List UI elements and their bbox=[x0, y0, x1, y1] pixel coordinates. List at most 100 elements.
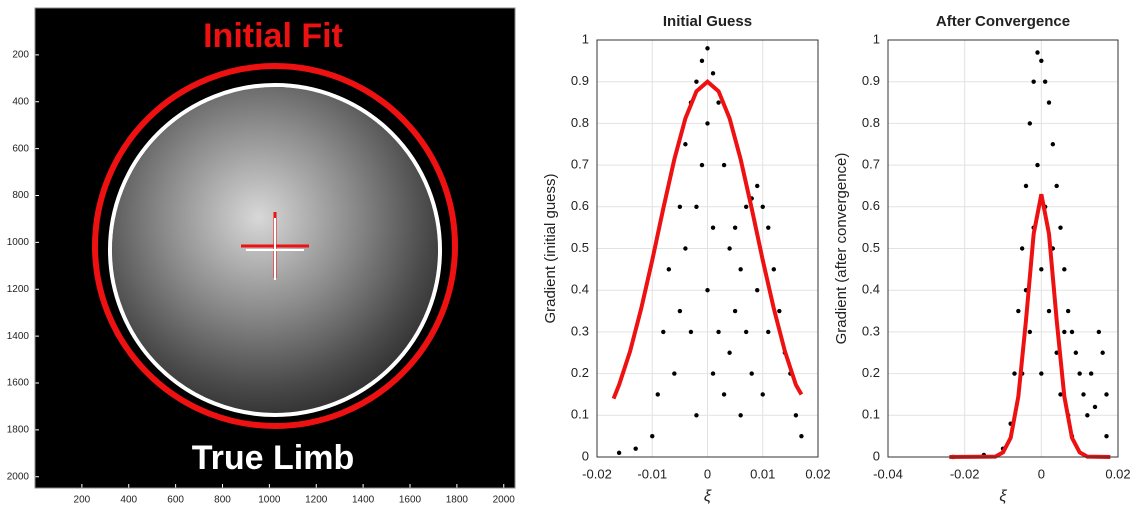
y-tick-label: 1800 bbox=[7, 425, 30, 436]
scatter-point bbox=[766, 329, 771, 335]
x-axis-label: ξ bbox=[704, 488, 712, 505]
y-tick-label: 1 bbox=[873, 31, 880, 46]
scatter-point bbox=[1012, 371, 1017, 376]
scatter-point bbox=[705, 46, 710, 51]
scatter-point bbox=[749, 371, 754, 376]
scatter-point bbox=[1088, 371, 1094, 376]
x-tick-label: -0.02 bbox=[950, 466, 980, 481]
scatter-point bbox=[1035, 50, 1040, 55]
y-axis-label: Gradient (initial guess) bbox=[542, 173, 559, 323]
x-tick-label: 2000 bbox=[493, 495, 516, 506]
true-limb-circle bbox=[108, 83, 442, 417]
x-tick-label: 0.01 bbox=[750, 466, 775, 481]
x-tick-label: 0 bbox=[704, 466, 711, 481]
y-tick-label: 0.4 bbox=[571, 282, 589, 297]
scatter-point bbox=[1054, 350, 1059, 355]
scatter-point bbox=[732, 308, 738, 314]
scatter-point bbox=[760, 204, 765, 209]
scatter-point bbox=[1046, 100, 1052, 105]
scatter-point bbox=[771, 267, 776, 272]
scatter-point bbox=[1104, 433, 1109, 439]
scatter-point bbox=[705, 121, 710, 126]
scatter-point bbox=[799, 433, 804, 439]
y-tick-label: 0.2 bbox=[862, 365, 880, 380]
scatter-point bbox=[793, 413, 799, 418]
x-tick-label: 600 bbox=[167, 495, 184, 506]
x-tick-label: 1600 bbox=[399, 495, 422, 506]
x-tick-label: -0.04 bbox=[873, 466, 903, 481]
y-tick-label: 0 bbox=[582, 448, 589, 463]
y-tick-label: 0.7 bbox=[571, 157, 589, 172]
scatter-point bbox=[743, 204, 749, 209]
image-panel: Initial Fit True Limb 200 400 600 800 1000 1200… bbox=[7, 7, 516, 506]
scatter-point bbox=[633, 446, 638, 451]
y-tick-label: 200 bbox=[12, 50, 29, 61]
x-tick-label: 200 bbox=[74, 495, 91, 506]
y-tick-label: 0.2 bbox=[571, 365, 589, 380]
scatter-point bbox=[766, 225, 771, 230]
axes-frame bbox=[34, 7, 516, 489]
scatter-point bbox=[727, 246, 732, 251]
scatter-point bbox=[1039, 58, 1044, 64]
y-tick-label: 0.5 bbox=[571, 240, 589, 255]
scatter-point bbox=[694, 204, 699, 209]
x-tick-label: 0 bbox=[1038, 466, 1045, 481]
axes-frame bbox=[887, 39, 1119, 458]
scatter-point bbox=[777, 308, 782, 314]
x-tick-label: 400 bbox=[120, 495, 137, 506]
scatter-point bbox=[655, 392, 660, 397]
scatter-point bbox=[705, 288, 710, 293]
scatter-point bbox=[1077, 371, 1082, 376]
scatter-point bbox=[661, 329, 666, 335]
scatter-point bbox=[716, 100, 721, 105]
y-tick-label: 0.8 bbox=[571, 115, 589, 130]
scatter-point bbox=[1023, 183, 1029, 189]
scatter-point bbox=[1092, 404, 1098, 410]
scatter-point bbox=[1027, 121, 1033, 126]
axes-frame bbox=[596, 39, 819, 458]
y-tick-label: 1000 bbox=[7, 237, 30, 248]
scatter-point bbox=[743, 329, 749, 335]
annotation: True Limb bbox=[192, 439, 354, 477]
initial-fit-circle bbox=[92, 63, 458, 429]
scatter-point bbox=[694, 413, 699, 418]
y-tick-label: 0.8 bbox=[862, 115, 880, 130]
scatter-point bbox=[1042, 79, 1048, 84]
scatter-point bbox=[1065, 308, 1071, 314]
y-tick-label: 0.6 bbox=[571, 198, 589, 213]
y-tick-label: 600 bbox=[12, 143, 29, 154]
y-axis-label: Gradient (after convergence) bbox=[833, 153, 850, 345]
scatter-point bbox=[1039, 371, 1044, 376]
fit-curve bbox=[949, 193, 1111, 459]
scatter-point bbox=[694, 79, 699, 84]
y-tick-label: 0.3 bbox=[862, 323, 880, 338]
x-tick-label: 1400 bbox=[352, 495, 375, 506]
scatter-point bbox=[699, 162, 705, 168]
scatter-point bbox=[677, 308, 683, 314]
scatter-point bbox=[683, 142, 688, 147]
scatter-point bbox=[738, 413, 743, 418]
scatter-point bbox=[616, 450, 622, 456]
scatter-point bbox=[1016, 308, 1021, 314]
scatter-point bbox=[732, 225, 738, 230]
x-tick-label: 0.02 bbox=[805, 466, 830, 481]
x-tick-label: 800 bbox=[214, 495, 231, 506]
y-tick-label: 0 bbox=[873, 448, 880, 463]
scatter-point bbox=[710, 371, 716, 376]
y-tick-label: 1 bbox=[582, 31, 589, 46]
scatter-point bbox=[1035, 162, 1040, 168]
chart-title: Initial Guess bbox=[663, 13, 752, 30]
scatter-point bbox=[1027, 329, 1033, 335]
scatter-point bbox=[1039, 267, 1044, 272]
scatter-point bbox=[1096, 329, 1102, 335]
scatter-point bbox=[1100, 350, 1105, 355]
scatter-point bbox=[1104, 392, 1109, 397]
x-tick-label: 1800 bbox=[446, 495, 469, 506]
y-tick-label: 400 bbox=[12, 96, 29, 107]
scatter-point bbox=[755, 288, 760, 293]
annotation: Initial Fit bbox=[203, 17, 343, 55]
scatter-point bbox=[721, 392, 727, 397]
scatter-point bbox=[760, 392, 765, 397]
scatter-point bbox=[1081, 392, 1086, 397]
scatter-point bbox=[1054, 183, 1059, 189]
